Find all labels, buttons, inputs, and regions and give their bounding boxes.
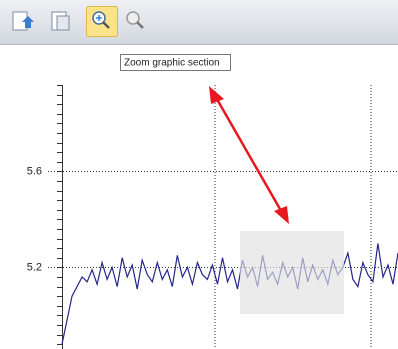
screen: Zoom graphic section 5.2 5.6 xyxy=(0,0,398,349)
zoom-selection xyxy=(240,231,344,314)
y-tick-label: 5.2 xyxy=(27,261,42,273)
tooltip-text: Zoom graphic section xyxy=(124,58,220,69)
page: Zoom graphic section 5.25.6 (() => { con… xyxy=(0,0,398,349)
zoom-button[interactable] xyxy=(87,7,118,37)
tooltip: Zoom graphic section xyxy=(121,55,231,71)
y-tick-label: 5.6 xyxy=(27,165,42,177)
toolbar-button[interactable] xyxy=(52,12,69,30)
